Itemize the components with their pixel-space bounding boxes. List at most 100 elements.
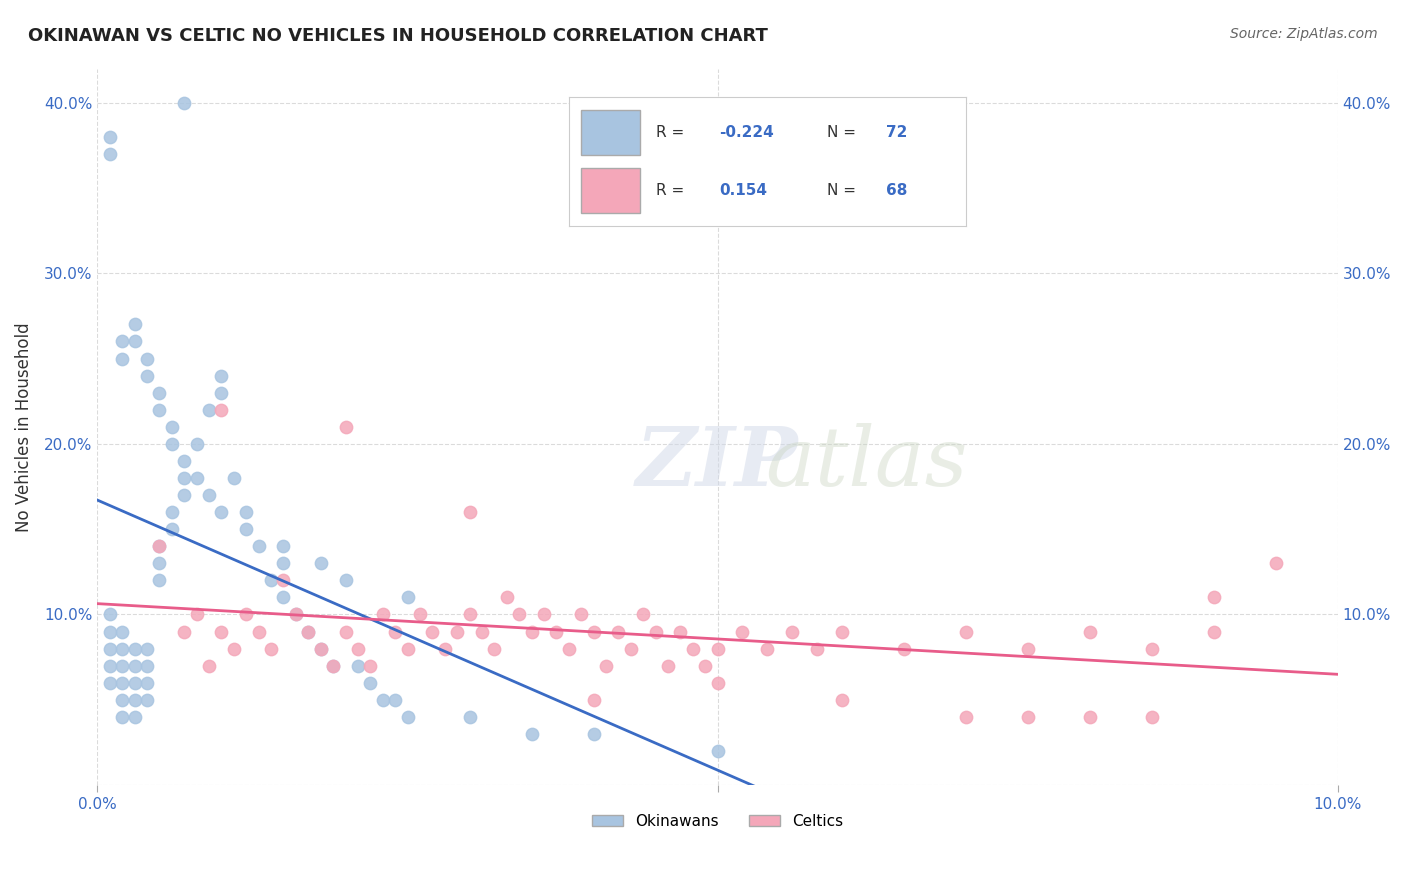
Point (235, 607, 257, 622)
Point (222, 641, 245, 656)
Point (124, 693, 146, 707)
Text: Source: ZipAtlas.com: Source: ZipAtlas.com (1230, 27, 1378, 41)
Point (471, 624, 494, 639)
Point (173, 488, 195, 502)
Point (98, 624, 121, 639)
Point (136, 351, 159, 366)
Point (1078, 710, 1101, 724)
Point (186, 607, 208, 622)
Point (222, 471, 245, 485)
Point (508, 607, 530, 622)
Point (111, 710, 134, 724)
Point (1202, 624, 1225, 639)
Point (136, 368, 159, 383)
Text: OKINAWAN VS CELTIC NO VEHICLES IN HOUSEHOLD CORRELATION CHART: OKINAWAN VS CELTIC NO VEHICLES IN HOUSEH… (28, 27, 768, 45)
Point (111, 624, 134, 639)
Point (148, 574, 170, 588)
Point (384, 624, 406, 639)
Point (198, 658, 221, 673)
Point (98, 641, 121, 656)
Point (111, 641, 134, 656)
Point (173, 624, 195, 639)
Point (98, 607, 121, 622)
Point (706, 641, 728, 656)
Point (211, 505, 233, 519)
Text: atlas: atlas (765, 423, 967, 502)
Point (124, 675, 146, 690)
Point (136, 693, 159, 707)
Point (695, 658, 717, 673)
Point (347, 658, 370, 673)
Legend: Okinawans, Celtics: Okinawans, Celtics (586, 807, 849, 835)
Point (780, 624, 803, 639)
Point (284, 607, 307, 622)
Point (546, 624, 568, 639)
Point (631, 607, 654, 622)
Point (607, 624, 630, 639)
Point (831, 624, 853, 639)
Point (682, 641, 704, 656)
Point (111, 658, 134, 673)
Point (756, 641, 779, 656)
Point (124, 641, 146, 656)
Point (558, 641, 581, 656)
Point (409, 607, 432, 622)
Point (347, 641, 370, 656)
Point (731, 624, 754, 639)
Point (173, 454, 195, 468)
Point (198, 402, 221, 417)
Point (582, 727, 605, 741)
Point (211, 385, 233, 400)
Point (148, 385, 170, 400)
Point (260, 641, 283, 656)
Point (186, 437, 208, 451)
Point (160, 437, 183, 451)
Point (396, 591, 419, 605)
Point (520, 727, 543, 741)
Point (211, 402, 233, 417)
Point (235, 505, 257, 519)
Point (136, 675, 159, 690)
Point (124, 710, 146, 724)
Point (148, 539, 170, 553)
Point (309, 641, 332, 656)
Point (495, 591, 517, 605)
Point (371, 607, 394, 622)
Point (160, 419, 183, 434)
Y-axis label: No Vehicles in Household: No Vehicles in Household (15, 322, 32, 532)
Point (1017, 641, 1039, 656)
Point (111, 334, 134, 349)
Point (359, 658, 381, 673)
Point (98, 129, 121, 144)
Point (260, 574, 283, 588)
Point (831, 693, 853, 707)
Point (484, 641, 506, 656)
Point (458, 607, 481, 622)
Point (148, 556, 170, 570)
Point (396, 710, 419, 724)
Point (297, 624, 319, 639)
Point (247, 624, 270, 639)
Point (173, 95, 195, 110)
Point (955, 624, 977, 639)
Point (582, 624, 605, 639)
Point (706, 675, 728, 690)
Point (322, 658, 344, 673)
Point (657, 658, 679, 673)
Point (136, 641, 159, 656)
Point (669, 624, 692, 639)
Point (955, 710, 977, 724)
Point (1140, 641, 1163, 656)
Point (235, 522, 257, 536)
Point (595, 658, 617, 673)
Point (111, 675, 134, 690)
Point (384, 693, 406, 707)
Point (160, 505, 183, 519)
Point (569, 607, 592, 622)
Point (1078, 624, 1101, 639)
Point (273, 574, 295, 588)
Point (297, 624, 319, 639)
Point (284, 607, 307, 622)
Point (309, 641, 332, 656)
Point (335, 419, 357, 434)
